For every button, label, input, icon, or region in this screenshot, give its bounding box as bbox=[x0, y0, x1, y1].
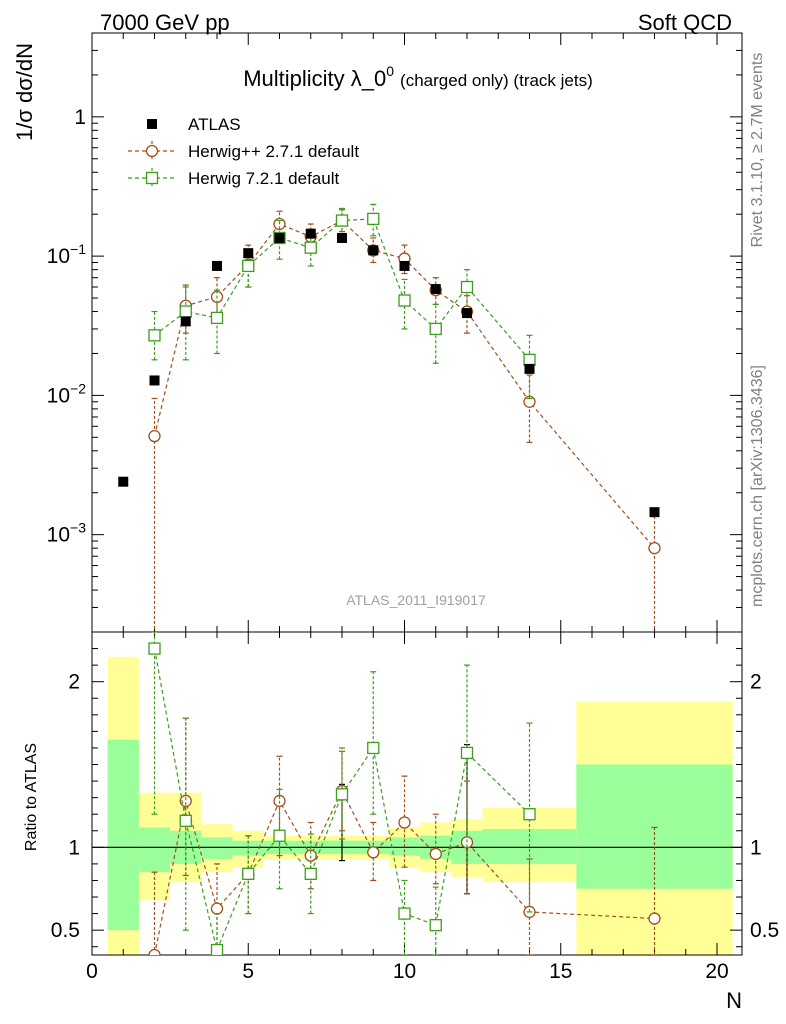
main-herwig7-point bbox=[304, 241, 317, 254]
ratio-herwig7-point bbox=[367, 741, 380, 755]
ratio-herwig7-point bbox=[179, 814, 192, 827]
main-data-point bbox=[180, 316, 191, 327]
main-ylabel: 1/σ dσ/dN bbox=[12, 43, 37, 141]
ratio-series-herwig7 bbox=[148, 632, 536, 955]
tick-base: 1 bbox=[74, 106, 86, 129]
ratio-x-tick-label: 20 bbox=[705, 960, 728, 983]
main-y-tick-label: 1 bbox=[74, 106, 86, 129]
main-herwigpp-point bbox=[648, 542, 661, 555]
legend-label-data: ATLAS bbox=[188, 115, 241, 134]
ratio-herwig7-point bbox=[398, 907, 411, 920]
legend-marker-herwigpp bbox=[145, 144, 159, 158]
legend-label-herwig7: Herwig 7.2.1 default bbox=[188, 169, 339, 188]
ratio-herwig7-point bbox=[148, 642, 161, 655]
ratio-y-tick-label-left: 0.5 bbox=[51, 919, 80, 942]
ratio-herwig7-point bbox=[523, 808, 536, 821]
ratio-herwigpp-point bbox=[398, 816, 411, 829]
main-herwig7-point bbox=[460, 280, 474, 294]
main-herwig7-point bbox=[179, 305, 192, 318]
ratio-herwig7-point bbox=[429, 919, 442, 932]
ratio-herwig7-point bbox=[242, 867, 255, 880]
title-suffix: (charged only) (track jets) bbox=[400, 71, 593, 90]
main-herwig7-point bbox=[210, 311, 224, 325]
main-data-point bbox=[243, 248, 254, 259]
ratio-herwig7-point bbox=[210, 943, 224, 955]
main-y-tick-label: 10−2 bbox=[47, 380, 87, 407]
ratio-band-inner bbox=[138, 827, 171, 873]
ratio-y-tick-label-left: 2 bbox=[68, 671, 80, 694]
header-energy-label: 7000 GeV pp bbox=[100, 10, 230, 35]
main-herwig7-point bbox=[398, 294, 411, 307]
main-herwig7-point bbox=[523, 353, 536, 366]
main-data-point bbox=[430, 284, 441, 295]
ratio-y-tick-label-left: 1 bbox=[68, 836, 80, 859]
ratio-y-tick-label-right: 1 bbox=[750, 836, 762, 859]
main-data-point bbox=[337, 232, 347, 243]
main-plot-title: Multiplicity λ_00 (charged only) (track j… bbox=[243, 63, 593, 91]
ratio-herwigpp-point bbox=[429, 847, 442, 861]
ratio-x-tick-label: 15 bbox=[549, 960, 572, 983]
ratio-x-tick-label: 5 bbox=[242, 960, 254, 983]
ratio-y-tick-label-right: 0.5 bbox=[750, 919, 779, 942]
side-label-rivet: Rivet 3.1.10, ≥ 2.7M events bbox=[749, 53, 766, 248]
tick-base: 10 bbox=[47, 384, 70, 407]
tick-base: 10 bbox=[47, 245, 70, 268]
ratio-herwigpp-point bbox=[367, 846, 380, 859]
main-herwig7-point bbox=[367, 212, 380, 226]
main-data-point bbox=[649, 507, 660, 518]
header-process-label: Soft QCD bbox=[638, 10, 732, 35]
ratio-band-inner bbox=[201, 837, 233, 859]
ratio-herwig7-point bbox=[335, 788, 349, 801]
tick-exponent: −3 bbox=[70, 520, 86, 536]
ratio-xlabel: N bbox=[726, 988, 742, 1013]
main-data-point bbox=[149, 375, 160, 386]
main-data-point bbox=[462, 308, 472, 319]
legend-label-herwigpp: Herwig++ 2.7.1 default bbox=[188, 142, 359, 161]
ratio-uncertainty-bands bbox=[107, 656, 733, 955]
main-data-point bbox=[118, 476, 129, 487]
legend-marker-herwig7 bbox=[145, 171, 159, 185]
tick-exponent: −1 bbox=[70, 241, 86, 257]
ratio-herwig7-point bbox=[304, 867, 317, 880]
ratio-herwig7-point bbox=[460, 746, 474, 760]
ratio-y-tick-label-right: 2 bbox=[750, 671, 762, 694]
ratio-herwig7-line bbox=[153, 648, 530, 952]
title-superscript: 0 bbox=[386, 63, 394, 79]
tick-base: 10 bbox=[47, 524, 70, 547]
side-label-mcplots: mcplots.cern.ch [arXiv:1306.3436] bbox=[749, 365, 766, 607]
main-data-point bbox=[274, 232, 285, 243]
ratio-frame bbox=[91, 631, 743, 956]
ratio-herwigpp-point bbox=[148, 948, 161, 955]
ratio-ylabel: Ratio to ATLAS bbox=[23, 743, 40, 851]
title-main: Multiplicity λ_0 bbox=[243, 66, 386, 91]
ratio-band-inner bbox=[576, 764, 733, 889]
main-data-point bbox=[399, 260, 410, 271]
main-y-tick-label: 10−3 bbox=[47, 520, 87, 547]
main-herwig7-point bbox=[335, 214, 349, 227]
main-data-point bbox=[305, 228, 316, 239]
ratio-x-tick-label: 10 bbox=[393, 960, 416, 983]
ratio-herwigpp-point bbox=[210, 902, 224, 915]
ratio-band-inner bbox=[107, 739, 139, 931]
ratio-x-tick-label: 0 bbox=[86, 960, 98, 983]
main-herwig7-point bbox=[429, 322, 442, 336]
legend-marker-data bbox=[147, 119, 157, 129]
main-herwig7-point bbox=[242, 259, 255, 273]
main-series-data bbox=[118, 228, 660, 518]
ratio-herwigpp-point bbox=[648, 912, 661, 925]
main-data-point bbox=[368, 245, 379, 256]
ratio-plot-panel: 0.5 0.51 12 20 5 10 15 20 bbox=[51, 631, 779, 983]
main-y-tick-label: 10−1 bbox=[47, 241, 87, 268]
ratio-herwig7-point bbox=[273, 829, 286, 842]
main-data-point bbox=[212, 260, 222, 271]
main-data-point bbox=[524, 363, 535, 374]
main-herwigpp-point bbox=[148, 429, 161, 443]
watermark-analysis-id: ATLAS_2011_I919017 bbox=[346, 592, 486, 608]
main-herwig7-point bbox=[148, 329, 161, 342]
tick-exponent: −2 bbox=[70, 380, 86, 396]
